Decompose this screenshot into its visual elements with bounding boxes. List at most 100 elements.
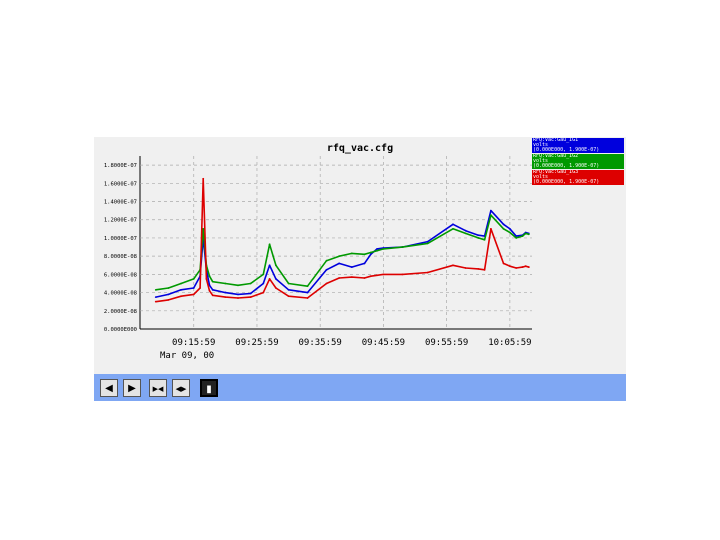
series-2-point [508, 231, 511, 234]
series-3-point [199, 287, 201, 289]
y-tick-label: 1.6000E-07 [104, 181, 137, 187]
series-2-point [350, 252, 353, 255]
series-2-point [502, 227, 505, 230]
scroll-left-button[interactable]: ◀ [100, 379, 118, 397]
y-tick-label: 2.0000E-08 [104, 309, 137, 315]
series-3-point [287, 295, 290, 298]
y-tick-label: 1.4000E-07 [104, 200, 137, 206]
series-2-point [325, 259, 328, 262]
series-1-point [192, 287, 195, 289]
series-3-point [224, 296, 227, 299]
legend-entry-line: (0.000E000, 1.900E-07) [533, 179, 600, 185]
series-1-point [452, 223, 454, 226]
y-tick-label: 1.8000E-07 [104, 163, 137, 169]
series-3-point [350, 276, 353, 278]
series-2-point [180, 282, 182, 285]
series-2-point [363, 253, 366, 256]
grid-layer [139, 156, 532, 330]
series-3-point [306, 297, 309, 299]
zoom-in-icon: ▶◀ [152, 385, 164, 393]
series-3-point [527, 266, 530, 268]
series-3-point [401, 273, 404, 276]
series-2-point [524, 232, 527, 235]
series-1-point [376, 247, 378, 250]
series-3-point [369, 275, 372, 278]
series-3-point [192, 293, 195, 296]
series-3-point [363, 277, 366, 279]
series-1-point [426, 240, 429, 243]
series-3-point [205, 278, 208, 280]
series-2-point [275, 264, 277, 267]
series-1-point [306, 291, 309, 294]
series-2-point [154, 288, 157, 291]
x-tick-label: 09:15:59 [172, 338, 215, 348]
series-3-point [502, 262, 505, 265]
series-2-point [464, 232, 467, 235]
chart-panel: rfq_vac.cfg 0.0000E000 2.0000E-08 4.0000E-… [94, 137, 626, 374]
legend-entry-1: RFQ:Vac:Gau_IG1 volts (0.000E000, 1.900E-0… [532, 138, 624, 153]
series-3-point [508, 265, 511, 268]
series-layer [154, 177, 530, 303]
legend-entry-line: volts [533, 142, 549, 148]
arrow-right-icon: ▶ [128, 383, 136, 394]
legend-entry-line: volts [533, 158, 549, 164]
y-tick-label: 4.0000E-08 [104, 291, 137, 297]
x-tick-label: 09:45:59 [362, 338, 405, 348]
date-label: Mar 09, 00 [160, 351, 214, 361]
series-3-point [249, 296, 252, 299]
series-2-point [338, 255, 341, 258]
series-1-point [167, 293, 170, 296]
series-1-point [338, 262, 341, 265]
scroll-right-button[interactable]: ▶ [123, 379, 141, 397]
go-to-end-button[interactable]: ▮ [200, 379, 218, 397]
y-tick-label: 8.0000E-08 [104, 254, 137, 260]
series-3-point [426, 271, 429, 274]
series-1-point [464, 229, 467, 232]
series-2-point [521, 235, 524, 238]
series-2-point [382, 247, 385, 250]
series-2-point [401, 246, 404, 248]
series-3-point [262, 291, 265, 294]
legend-entry-2: RFQ:Vac:Gau_IG2 volts (0.000E000, 1.900E-0… [532, 154, 624, 169]
series-3-point [211, 294, 214, 297]
series-2-point [426, 242, 429, 245]
series-2-point [192, 278, 195, 280]
series-2-point [483, 238, 486, 241]
series-2-point [452, 227, 454, 230]
zoom-out-icon: ◀▶ [175, 385, 187, 393]
y-tick-label: 1.0000E-07 [104, 236, 137, 242]
series-1-point [369, 253, 372, 256]
legend-entry-line: RFQ:Vac:Gau_IG2 [533, 154, 579, 159]
series-2-point [287, 282, 290, 285]
series-2-point [369, 251, 372, 254]
series-2-point [237, 284, 239, 287]
series-3-point [268, 278, 271, 280]
series-2-point [211, 280, 214, 283]
series-line-3 [155, 177, 530, 303]
series-line-2 [155, 214, 530, 291]
zoom-in-button[interactable]: ▶◀ [149, 379, 167, 397]
chart-title: rfq_vac.cfg [326, 143, 394, 154]
series-1-point [508, 227, 511, 230]
y-tick-labels: 0.0000E000 2.0000E-08 4.0000E-08 6.0000E-08… [104, 163, 137, 333]
series-1-point [237, 293, 239, 296]
zoom-out-button[interactable]: ◀▶ [172, 379, 190, 397]
series-1-point [208, 284, 211, 287]
y-tick-label: 1.2000E-07 [104, 218, 137, 224]
series-3-point [154, 300, 157, 303]
plot-svg: 0.0000E000 2.0000E-08 4.0000E-08 6.0000E-08… [104, 156, 532, 361]
arrow-left-icon: ◀ [105, 383, 113, 394]
series-3-point [275, 287, 277, 289]
series-1-point [211, 288, 214, 291]
series-2-point [306, 285, 309, 288]
x-tick-label: 09:55:59 [425, 338, 468, 348]
series-2-point [249, 282, 252, 285]
series-2-point [202, 227, 205, 230]
series-1-point [275, 278, 277, 280]
toolbar: ◀ ▶ ▶◀ ◀▶ ▮ [94, 374, 626, 401]
legend-entry-line: RFQ:Vac:Gau_IG3 [533, 170, 579, 175]
series-1-point [350, 266, 353, 268]
series-2-point [268, 243, 271, 246]
series-1-point [363, 262, 366, 265]
series-3-point [376, 274, 378, 277]
